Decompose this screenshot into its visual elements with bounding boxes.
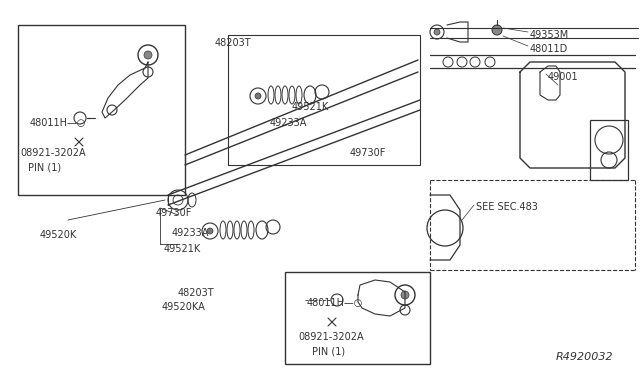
Text: 48011H—○: 48011H—○ [30,118,86,128]
Text: 49730F: 49730F [156,208,193,218]
Text: 48203T: 48203T [215,38,252,48]
Text: 08921-3202A: 08921-3202A [298,332,364,342]
Text: 48011D: 48011D [530,44,568,54]
Text: 49520KA: 49520KA [162,302,205,312]
Text: PIN (1): PIN (1) [28,162,61,172]
Circle shape [144,51,152,59]
Text: 49521K: 49521K [164,244,201,254]
Circle shape [492,25,502,35]
Text: 49730F: 49730F [350,148,387,158]
Bar [590,120,628,180]
Text: PIN (1): PIN (1) [312,346,345,356]
Bar [18,25,185,195]
Text: R4920032: R4920032 [556,352,614,362]
Text: 49521K: 49521K [292,102,329,112]
Text: 49353M: 49353M [530,30,569,40]
Bar [285,272,430,364]
Text: SEE SEC.483: SEE SEC.483 [476,202,538,212]
Text: 49001: 49001 [548,72,579,82]
Circle shape [207,228,213,234]
Text: 48203T: 48203T [178,288,214,298]
Circle shape [255,93,261,99]
Text: 48011H—○: 48011H—○ [307,298,364,308]
Circle shape [401,291,409,299]
Bar [228,35,420,165]
Text: 49233A: 49233A [270,118,307,128]
Text: 49233A: 49233A [172,228,209,238]
Circle shape [434,29,440,35]
Text: 49520K: 49520K [40,230,77,240]
Text: 08921-3202A: 08921-3202A [20,148,86,158]
